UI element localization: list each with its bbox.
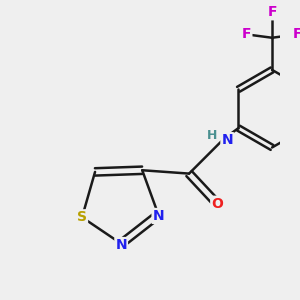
Text: F: F [267, 5, 277, 19]
Text: N: N [116, 238, 127, 252]
Text: F: F [293, 27, 300, 41]
Text: S: S [77, 210, 87, 224]
Text: O: O [211, 197, 223, 211]
Text: N: N [221, 133, 233, 147]
Text: H: H [207, 129, 217, 142]
Text: F: F [242, 27, 251, 41]
Text: N: N [153, 209, 164, 223]
